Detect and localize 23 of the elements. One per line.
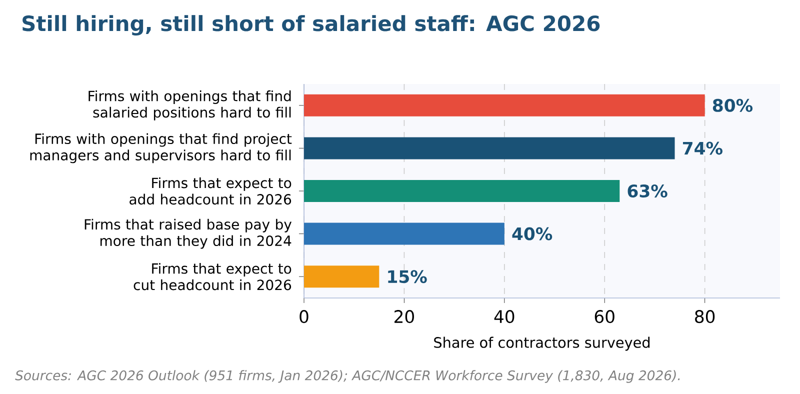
data-label: 40% (512, 227, 552, 240)
chart-title: Still hiring, still short of salaried staff: AGC 2026 (22, 15, 600, 36)
x-tick-label: 40 (494, 310, 514, 324)
y-tick-label: Firms that expect to add headcount in 2026 (130, 177, 292, 205)
bar (304, 94, 705, 116)
x-axis-title: Share of contractors surveyed (434, 336, 650, 351)
bar (304, 180, 620, 202)
bar (304, 266, 380, 288)
data-label: 80% (712, 98, 753, 112)
y-tick-label: Firms with openings that find salaried positions hard to fill (88, 90, 291, 120)
source-note: Sources: AGC 2026 Outlook (951 firms, Jan 2026); AGC/NCCER Workforce Survey (1,830, Aug 2026). (15, 370, 680, 383)
x-tick-label: 80 (695, 310, 715, 324)
x-tick-label: 60 (594, 310, 614, 324)
y-tick-label: Firms that raised base pay by more than they did in 2024 (84, 218, 292, 249)
y-tick-label: Firms that expect to cut headcount in 2026 (134, 262, 292, 290)
data-label: 74% (682, 142, 722, 155)
data-label: 63% (628, 184, 668, 198)
x-tick-label: 0 (300, 310, 308, 324)
x-tick-label: 20 (394, 310, 414, 324)
y-tick-label: Firms with openings that find project managers and supervisors hard to fill (30, 133, 292, 164)
bar (304, 137, 675, 160)
bar (304, 222, 504, 245)
data-label: 15% (388, 270, 427, 284)
